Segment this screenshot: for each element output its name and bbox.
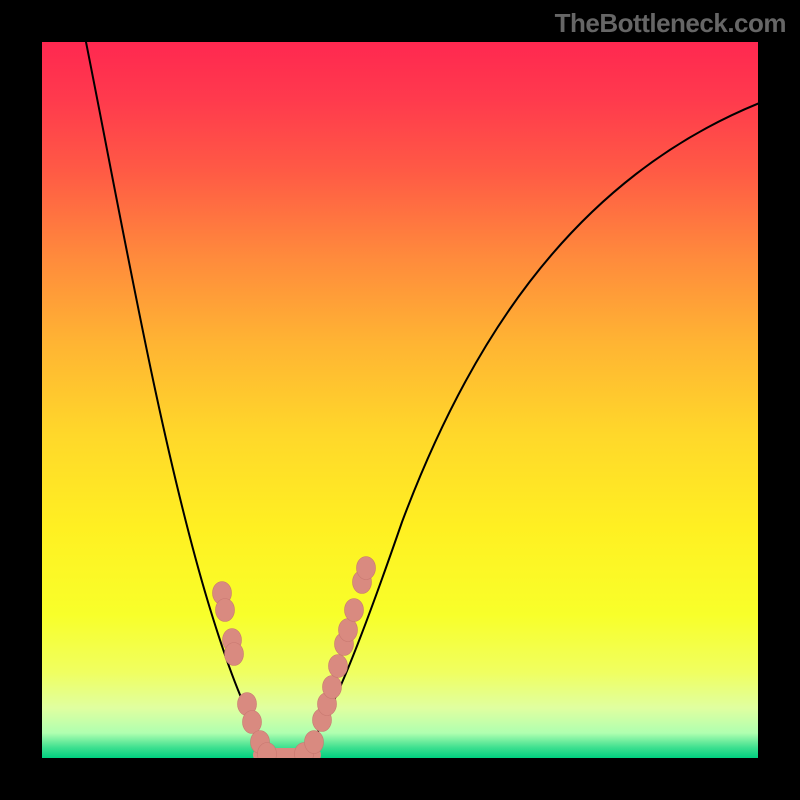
- scatter-marker: [305, 731, 324, 754]
- scatter-marker: [339, 619, 358, 642]
- scatter-marker: [225, 643, 244, 666]
- scatter-marker: [243, 711, 262, 734]
- curve-layer: [42, 42, 758, 758]
- curve-left-branch: [84, 42, 277, 757]
- plot-area: [42, 42, 758, 758]
- scatter-marker: [345, 599, 364, 622]
- watermark-text: TheBottleneck.com: [555, 8, 786, 39]
- scatter-markers: [213, 557, 376, 759]
- scatter-marker: [323, 676, 342, 699]
- chart-container: TheBottleneck.com: [0, 0, 800, 800]
- scatter-marker: [329, 655, 348, 678]
- scatter-marker: [357, 557, 376, 580]
- scatter-marker: [216, 599, 235, 622]
- curve-right-branch: [300, 102, 758, 757]
